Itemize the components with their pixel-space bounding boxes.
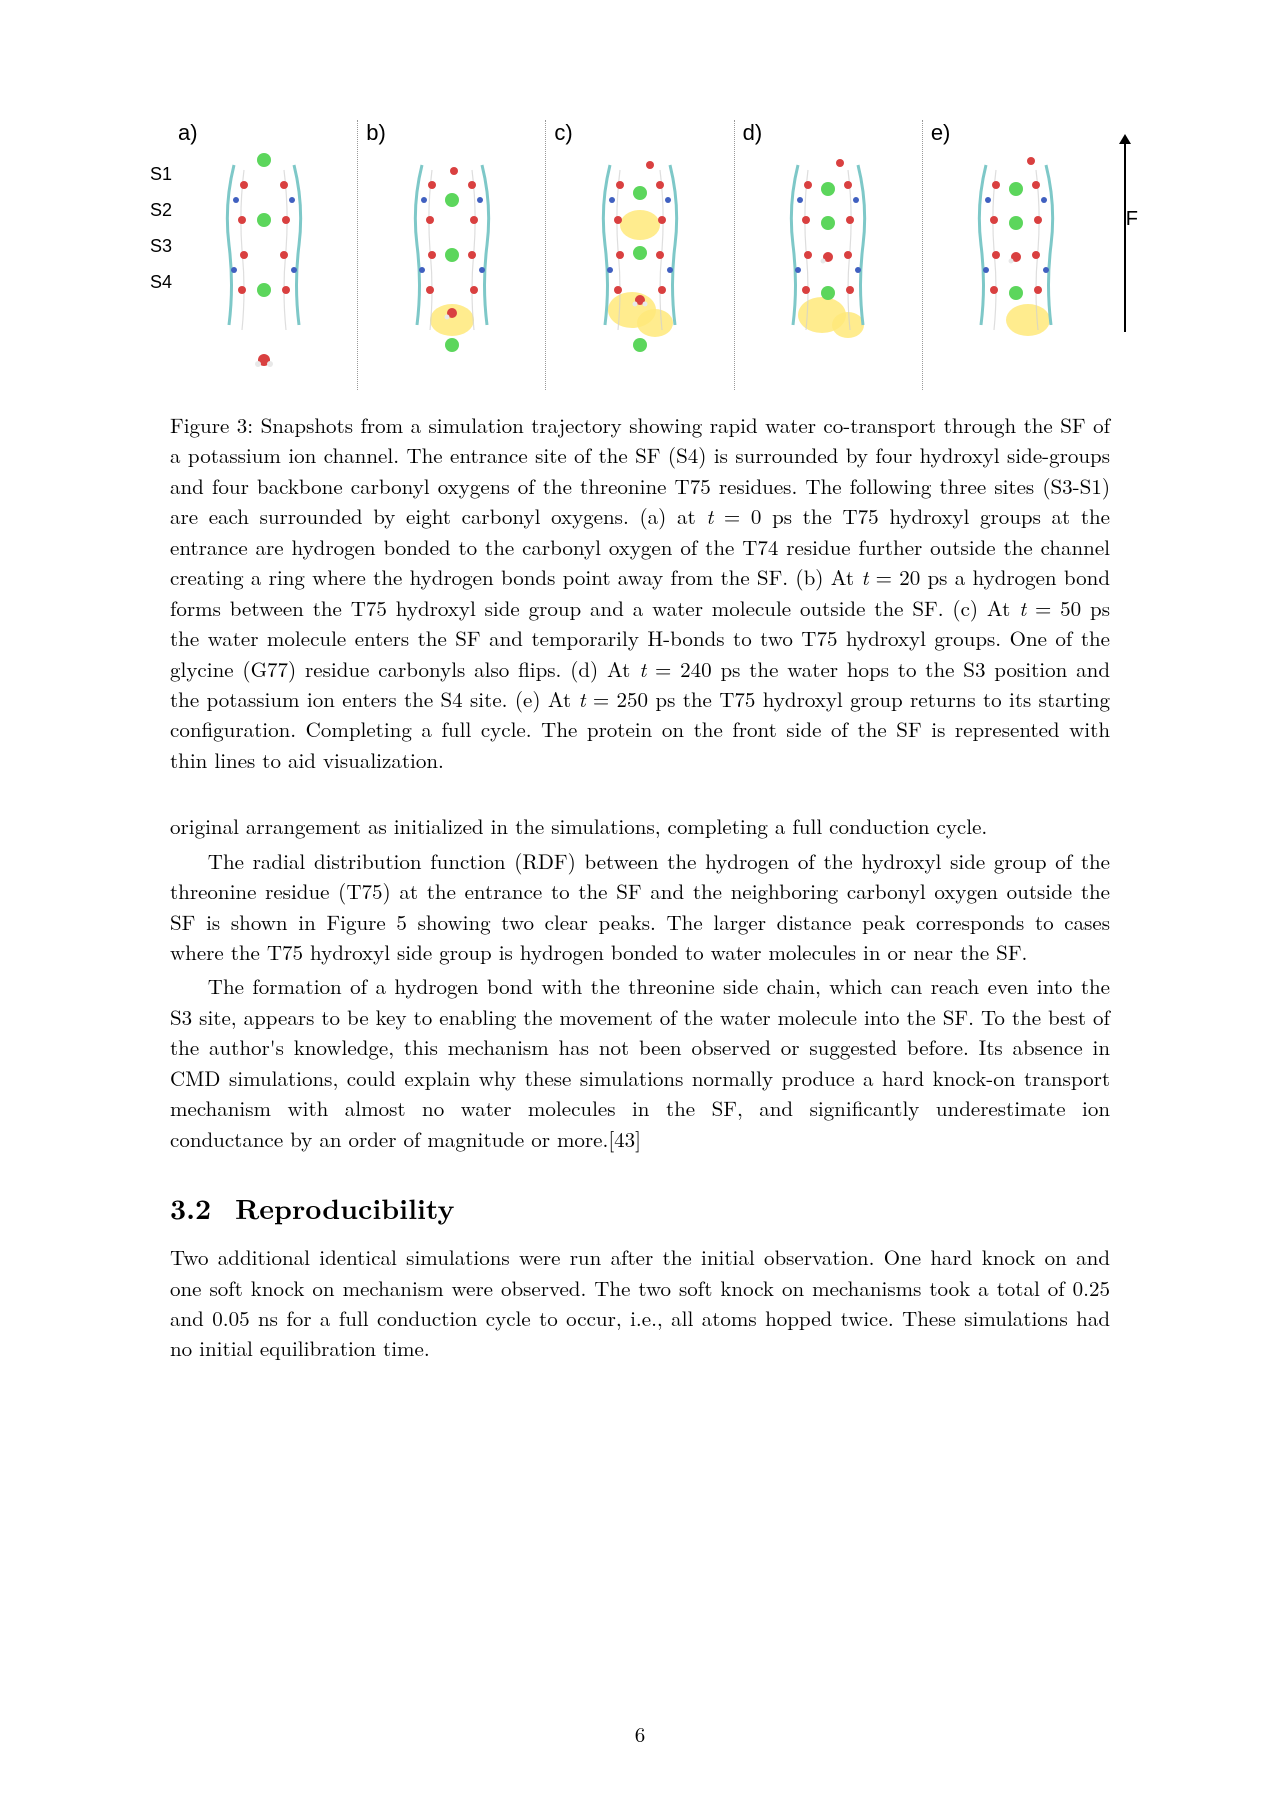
body-paragraph: The formation of a hydrogen bond with th…	[170, 971, 1110, 1154]
panel-label: a)	[178, 120, 198, 146]
figure-caption: Figure 3: Snapshots from a simulation tr…	[170, 410, 1110, 775]
site-labels: S1 S2 S3 S4	[150, 160, 172, 304]
figure-panels: S1 S2 S3 S4 a)	[170, 120, 1110, 390]
panel-d: d)	[735, 120, 923, 390]
figure-3: S1 S2 S3 S4 a)	[170, 120, 1110, 775]
section-number: 3.2	[170, 1188, 211, 1228]
section-title: Reproducibility	[235, 1188, 454, 1228]
panel-a: a)	[170, 120, 358, 390]
panel-label: d)	[743, 120, 763, 146]
section-heading: 3.2 Reproducibility	[170, 1188, 1110, 1228]
molecule-snapshot-icon	[194, 145, 334, 375]
body-paragraph: Two additional identical simulations wer…	[170, 1242, 1110, 1364]
panel-c: c)	[546, 120, 734, 390]
body-paragraph: The radial distribution function (RDF) b…	[170, 846, 1110, 968]
panel-label: e)	[931, 120, 951, 146]
caption-prefix: Figure 3:	[170, 410, 261, 440]
molecule-snapshot-icon	[758, 145, 898, 375]
panel-b: b)	[358, 120, 546, 390]
body-paragraph: original arrangement as initialized in t…	[170, 811, 1110, 841]
panel-label: c)	[554, 120, 572, 146]
force-arrow-icon	[1124, 142, 1126, 332]
page-number: 6	[635, 1719, 646, 1749]
page: S1 S2 S3 S4 a)	[0, 0, 1280, 1809]
site-label: S1	[150, 160, 172, 188]
panel-label: b)	[366, 120, 386, 146]
site-label: S2	[150, 196, 172, 224]
molecule-snapshot-icon	[382, 145, 522, 375]
site-label: S4	[150, 268, 172, 296]
var-t: t	[579, 684, 586, 714]
site-label: S3	[150, 232, 172, 260]
panel-e: e)	[923, 120, 1110, 390]
molecule-snapshot-icon	[946, 145, 1086, 375]
force-label: F	[1126, 208, 1138, 231]
molecule-snapshot-icon	[570, 145, 710, 375]
